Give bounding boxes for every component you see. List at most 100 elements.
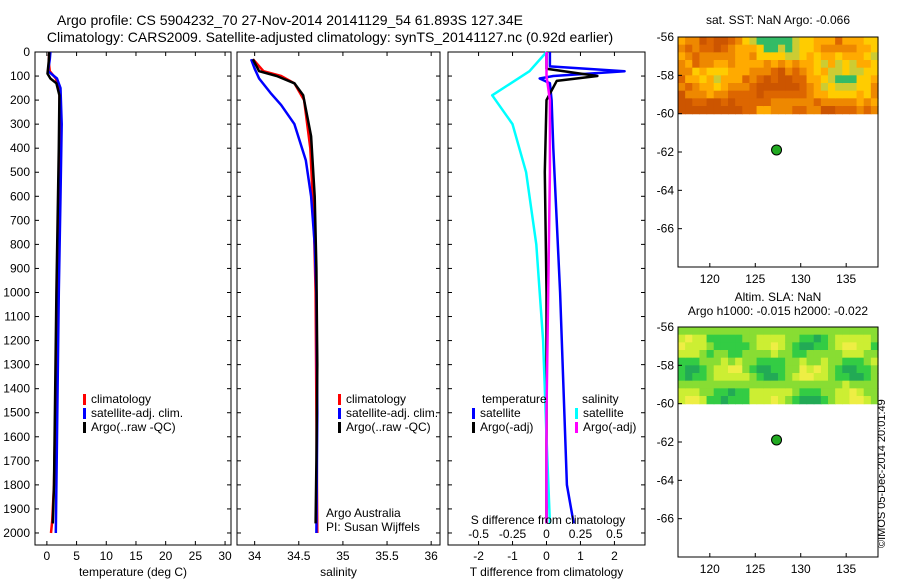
heatmap-cell (720, 83, 729, 92)
heatmap-cell (820, 396, 829, 405)
heatmap-cell (820, 380, 829, 389)
heatmap-cell (792, 365, 801, 374)
x-tick-label: 0 (44, 549, 51, 563)
heatmap-cell (713, 357, 722, 366)
heatmap-cell (792, 67, 801, 76)
heatmap-cell (706, 342, 715, 351)
heatmap-cell (806, 327, 815, 336)
heatmap-cell (828, 83, 836, 92)
depth-tick-label: 1300 (3, 358, 30, 372)
heatmap-cell (720, 327, 729, 336)
heatmap-cell (749, 106, 758, 115)
heatmap-cell (685, 380, 693, 389)
heatmap-cell (785, 106, 793, 115)
heatmap-cell (720, 44, 729, 53)
heatmap-cell (835, 350, 843, 359)
heatmap-cell (806, 350, 815, 359)
heatmap-cell (706, 380, 715, 389)
heatmap-cell (792, 60, 801, 69)
heatmap-cell (678, 365, 686, 374)
heatmap-cell (849, 67, 858, 76)
heatmap-cell (678, 106, 686, 115)
heatmap-cell (720, 98, 729, 107)
heatmap-cell (778, 396, 786, 405)
heatmap-cell (813, 380, 822, 389)
heatmap-cell (763, 52, 772, 61)
heatmap-cell (828, 327, 836, 336)
heatmap-cell (720, 373, 729, 382)
heatmap-cell (720, 380, 729, 389)
heatmap-cell (728, 98, 736, 107)
map-y-tick-label: -56 (657, 320, 675, 334)
heatmap-cell (699, 60, 708, 69)
heatmap-cell (813, 342, 822, 351)
sla-map-subtitle: Argo h1000: -0.015 h2000: -0.022 (688, 304, 868, 318)
heatmap-cell (713, 365, 722, 374)
heatmap-cell (685, 98, 693, 107)
heatmap-cell (778, 365, 786, 374)
heatmap-cell (678, 396, 686, 405)
heatmap-cell (763, 67, 772, 76)
heatmap-cell (756, 83, 765, 92)
heatmap-cell (799, 106, 808, 115)
heatmap-cell (870, 44, 879, 53)
x-top-tick-label: 0 (543, 527, 550, 541)
legend-swatch (83, 422, 86, 433)
heatmap-cell (720, 52, 729, 61)
heatmap-cell (749, 365, 758, 374)
heatmap-cell (856, 52, 865, 61)
heatmap-cell (863, 106, 872, 115)
x-tick-label: 30 (218, 549, 232, 563)
heatmap-cell (785, 357, 793, 366)
heatmap-cell (849, 106, 858, 115)
heatmap-cell (763, 75, 772, 84)
heatmap-cell (770, 67, 779, 76)
heatmap-cell (728, 106, 736, 115)
heatmap-cell (756, 342, 765, 351)
heatmap-cell (785, 37, 793, 46)
heatmap-cell (763, 350, 772, 359)
heatmap-cell (870, 52, 879, 61)
legend-label: satellite (480, 406, 521, 420)
heatmap-cell (685, 90, 693, 99)
heatmap-cell (692, 380, 701, 389)
heatmap-cell (728, 357, 736, 366)
heatmap-cell (692, 396, 701, 405)
heatmap-cell (870, 396, 879, 405)
heatmap-cell (763, 37, 772, 46)
salinity-annotation: PI: Susan Wijffels (326, 520, 420, 534)
heatmap-cell (828, 357, 836, 366)
heatmap-cell (849, 44, 858, 53)
heatmap-cell (849, 350, 858, 359)
heatmap-cell (699, 350, 708, 359)
depth-tick-label: 400 (10, 141, 30, 155)
heatmap-cell (799, 373, 808, 382)
heatmap-cell (806, 357, 815, 366)
heatmap-cell (863, 75, 872, 84)
legend-swatch (338, 422, 341, 433)
map-x-tick-label: 125 (745, 562, 765, 576)
heatmap-cell (749, 60, 758, 69)
heatmap-cell (749, 342, 758, 351)
heatmap-cell (678, 380, 686, 389)
heatmap-cell (728, 83, 736, 92)
salinity-plot-frame (236, 51, 441, 546)
heatmap-cell (842, 37, 851, 46)
heatmap-cell (706, 106, 715, 115)
heatmap-cell (763, 83, 772, 92)
heatmap-cell (728, 373, 736, 382)
heatmap-cell (870, 357, 879, 366)
heatmap-cell (713, 373, 722, 382)
heatmap-cell (692, 106, 701, 115)
map-y-tick-label: -56 (657, 30, 675, 44)
heatmap-cell (785, 342, 793, 351)
heatmap-cell (806, 52, 815, 61)
legend-swatch (575, 422, 578, 433)
heatmap-cell (785, 75, 793, 84)
heatmap-cell (749, 75, 758, 84)
heatmap-cell (742, 106, 751, 115)
salinity-x-axis-label: salinity (320, 565, 357, 579)
heatmap-cell (770, 52, 779, 61)
heatmap-cell (820, 327, 829, 336)
heatmap-cell (756, 44, 765, 53)
